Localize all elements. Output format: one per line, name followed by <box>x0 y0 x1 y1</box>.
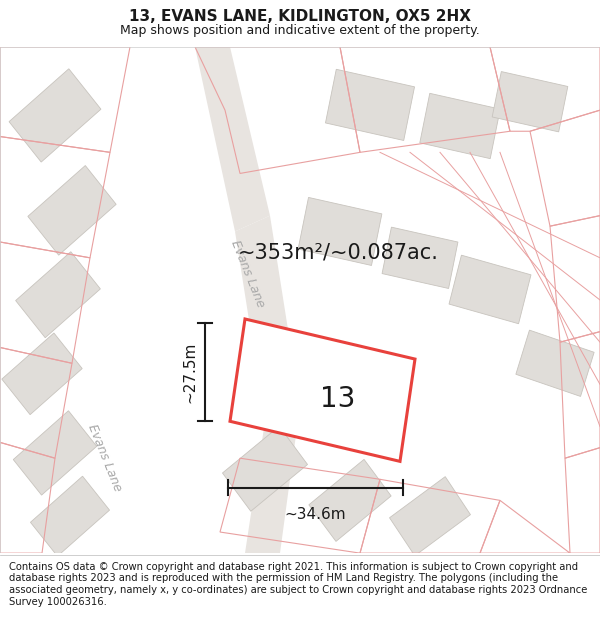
Polygon shape <box>449 255 531 324</box>
Polygon shape <box>309 459 391 541</box>
Polygon shape <box>16 252 100 338</box>
Polygon shape <box>382 227 458 289</box>
Text: 13: 13 <box>320 384 355 412</box>
Polygon shape <box>420 93 500 159</box>
Polygon shape <box>230 319 415 461</box>
Polygon shape <box>325 69 415 141</box>
Polygon shape <box>195 47 270 231</box>
Text: ~27.5m: ~27.5m <box>182 341 197 403</box>
Polygon shape <box>31 476 110 556</box>
Text: Contains OS data © Crown copyright and database right 2021. This information is : Contains OS data © Crown copyright and d… <box>9 562 587 606</box>
Text: ~353m²/~0.087ac.: ~353m²/~0.087ac. <box>238 242 439 262</box>
Polygon shape <box>2 333 82 414</box>
Text: 13, EVANS LANE, KIDLINGTON, OX5 2HX: 13, EVANS LANE, KIDLINGTON, OX5 2HX <box>129 9 471 24</box>
Polygon shape <box>245 406 300 553</box>
Text: Evans Lane: Evans Lane <box>86 422 124 494</box>
Text: Evans Lane: Evans Lane <box>229 238 268 309</box>
Polygon shape <box>389 477 470 556</box>
Polygon shape <box>516 330 594 396</box>
Polygon shape <box>492 72 568 132</box>
Text: Map shows position and indicative extent of the property.: Map shows position and indicative extent… <box>120 24 480 36</box>
Text: ~34.6m: ~34.6m <box>284 507 346 522</box>
Polygon shape <box>9 69 101 162</box>
Polygon shape <box>235 216 300 421</box>
Polygon shape <box>223 426 308 511</box>
Polygon shape <box>298 198 382 266</box>
Polygon shape <box>13 411 97 495</box>
Polygon shape <box>28 166 116 255</box>
